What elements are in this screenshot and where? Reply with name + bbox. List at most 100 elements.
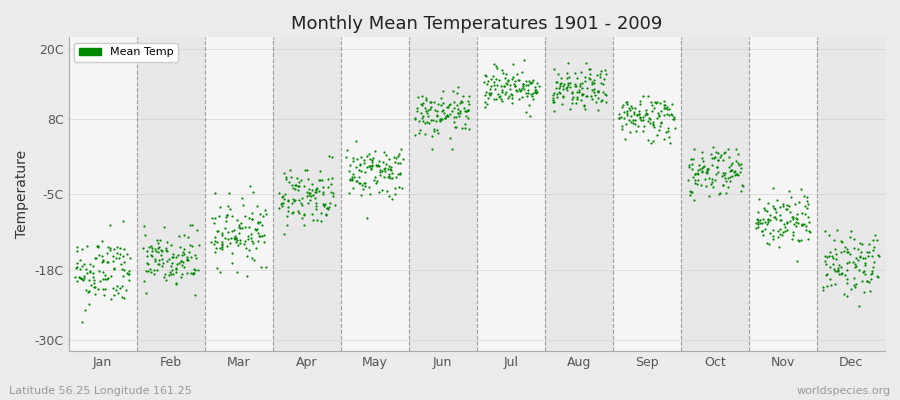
Point [705,162,719,168]
Point [728,168,742,175]
Point [365,159,380,166]
Point [488,86,502,92]
Point [322,204,337,210]
Point [840,246,854,252]
Point [177,232,192,239]
Point [364,163,379,169]
Point [232,224,247,230]
Point [427,99,441,105]
Point [281,197,295,204]
Point [519,93,534,100]
Point [356,186,371,192]
Point [758,207,772,213]
Point [756,232,770,238]
Point [559,85,573,91]
Point [174,274,188,280]
Point [547,108,562,114]
Point [831,264,845,271]
Point [429,127,444,134]
Point [346,155,360,161]
Point [151,244,166,250]
Point [295,214,310,221]
Point [758,226,772,233]
Point [92,268,106,274]
Point [506,74,520,81]
Point [706,176,720,182]
Point [317,202,331,209]
Point [91,243,105,250]
Point [618,99,633,106]
Point [695,169,709,175]
Point [346,171,360,178]
Point [446,99,461,106]
Point [503,90,517,97]
Point [561,80,575,86]
Point [483,90,498,96]
Point [157,224,171,230]
Point [584,81,598,87]
Point [521,90,535,96]
Point [437,115,452,122]
Point [210,264,224,271]
Point [82,277,96,284]
Point [773,212,788,218]
Point [559,74,573,81]
Point [519,77,534,84]
Point [755,227,770,234]
Point [149,267,164,274]
Point [109,255,123,262]
Point [70,244,85,250]
Point [766,236,780,242]
Point [698,183,713,189]
Point [80,289,94,296]
Point [315,177,329,183]
Point [706,154,720,161]
Point [633,97,647,104]
Point [94,253,109,259]
Point [801,201,815,207]
Point [730,151,744,158]
Point [854,249,868,256]
Point [73,266,87,272]
Point [697,163,711,169]
Point [138,232,152,238]
Point [683,189,698,195]
Point [758,219,772,226]
Point [484,76,499,82]
Point [803,229,817,236]
Point [615,126,629,132]
Point [253,233,267,240]
Point [370,163,384,169]
Point [570,94,584,100]
Point [517,57,531,64]
Point [573,83,588,89]
Point [387,154,401,160]
Point [350,156,365,163]
Point [788,223,803,229]
Point [235,225,249,231]
Point [842,251,857,257]
Point [708,176,723,183]
Point [247,257,261,263]
Point [477,79,491,86]
Point [652,100,667,106]
Point [786,214,800,220]
Point [87,284,102,290]
Point [393,146,408,152]
Point [160,247,175,254]
Point [244,216,258,222]
Point [346,158,360,165]
Point [695,155,709,161]
Point [506,60,520,67]
Point [142,244,157,250]
Point [377,166,392,172]
Point [227,234,241,241]
Point [828,246,842,253]
Point [236,202,250,208]
Point [498,91,512,98]
Point [749,220,763,226]
Point [766,233,780,239]
Text: worldspecies.org: worldspecies.org [796,386,891,396]
Point [653,118,668,125]
Point [451,106,465,112]
